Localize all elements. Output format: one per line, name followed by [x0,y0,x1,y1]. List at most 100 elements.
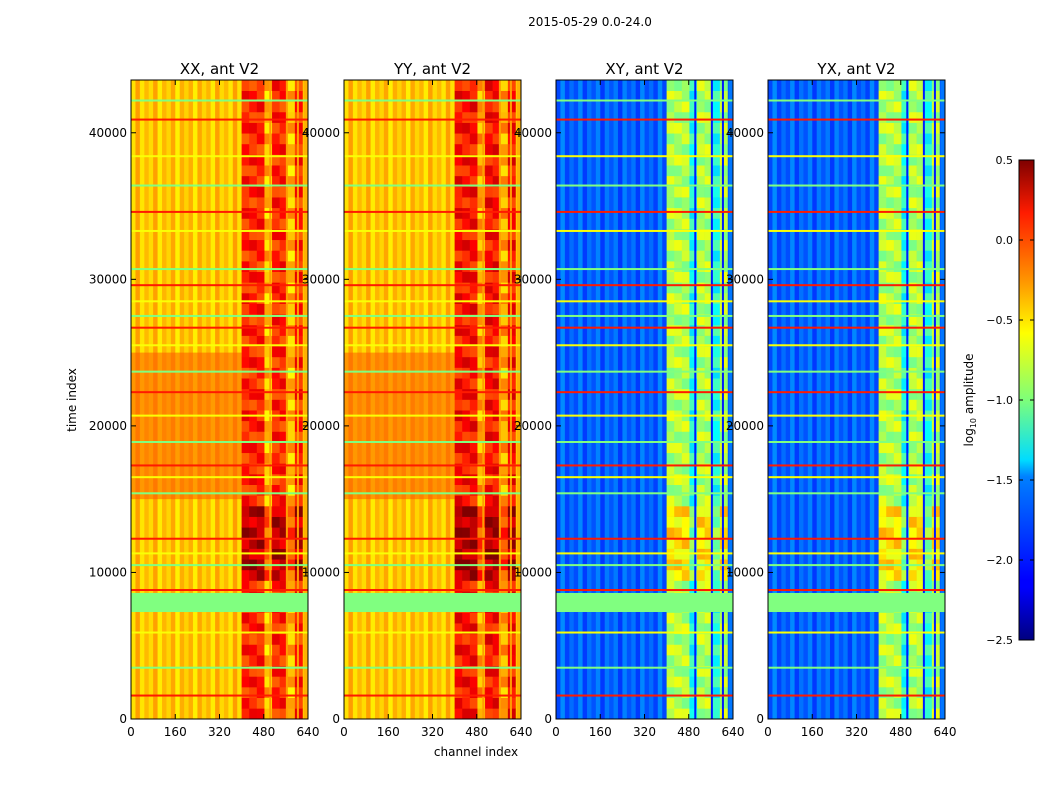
heatmap-rfi-cell [272,346,280,358]
heatmap-rfi-cell [878,708,887,720]
heatmap-rfi-cell [924,612,933,624]
heatmap-time-line [768,268,945,271]
heatmap-rfi-cell [878,484,887,496]
x-tick-label: 0 [552,725,560,739]
heatmap-rfi-cell [878,197,887,209]
y-tick-label: 0 [332,712,340,726]
heatmap-rfi-cell [666,303,675,315]
heatmap-rfi-cell [909,474,917,485]
heatmap-rfi-cell [901,239,910,251]
heatmap-rfi-cell [893,687,902,698]
heatmap-rfi-cell [666,633,675,645]
heatmap-rfi-cell [454,655,463,667]
heatmap-rfi-cell [454,324,463,336]
heatmap-rfi-cell [893,335,902,347]
heatmap-rfi-cell [893,133,902,145]
heatmap-rfi-cell [492,218,501,230]
heatmap-rfi-cell [909,165,917,177]
heatmap-rfi-cell [886,388,895,400]
heatmap-rfi-cell [901,687,910,698]
heatmap-rfi-cell [909,346,917,358]
heatmap-rfi-cell [462,612,471,624]
heatmap-rfi-cell [256,580,265,592]
heatmap-rfi-cell [469,165,478,177]
heatmap-rfi-cell [666,687,675,698]
heatmap-rfi-cell [924,431,933,443]
heatmap-rfi-cell [477,708,486,720]
heatmap-rfi-cell [712,239,721,251]
heatmap-rfi-cell [697,218,705,230]
heatmap-rfi-cell [674,708,683,720]
heatmap-rfi-cell [249,154,258,166]
heatmap-rfi-cell [462,261,471,272]
heatmap-time-line [344,184,521,187]
heatmap-rfi-cell [924,495,933,507]
heatmap-rfi-cell [689,367,698,379]
heatmap-rfi-cell [477,516,486,528]
heatmap-rfi-cell [886,612,895,624]
heatmap-time-line [768,464,945,467]
heatmap-rfi-cell [697,655,705,667]
heatmap-rfi-cell [924,282,933,294]
heatmap-channel-stripe [772,80,778,719]
heatmap-rfi-cell [689,335,698,347]
heatmap-rfi-cell [249,175,258,187]
heatmap-channel-stripe [821,80,826,719]
heatmap-rfi-cell [272,687,280,698]
heatmap-rfi-cell [492,356,501,368]
heatmap-rfi-cell [469,154,478,166]
heatmap-rfi-cell [712,218,721,230]
heatmap-rfi-cell [878,165,887,177]
heatmap-rfi-cell [287,612,296,624]
heatmap-rfi-cell [249,569,258,581]
heatmap-rfi-cell [886,399,895,411]
heatmap-rfi-cell [704,122,713,134]
heatmap-rfi-cell [893,495,902,507]
heatmap-rfi-cell [469,474,478,485]
heatmap-rfi-cell [485,399,493,411]
heatmap-time-line [768,694,945,697]
heatmap-rfi-cell [886,356,895,368]
heatmap-rfi-cell [492,143,501,155]
heatmap-rfi-cell [704,665,713,677]
heatmap-rfi-cell [279,186,288,198]
heatmap-rfi-cell [241,665,250,677]
heatmap-rfi-cell [485,644,493,656]
panel-yx: YX, ant V20 160 320 480 64001000020000300004… [726,60,957,739]
heatmap-rfi-cell [924,293,933,304]
x-tick-label: 320 [208,725,231,739]
heatmap-rfi-cell [886,474,895,485]
heatmap-time-line [131,631,308,634]
heatmap-rfi-cell [264,399,273,411]
heatmap-rfi-cell [878,431,887,443]
heatmap-rfi-cell [485,367,493,379]
heatmap-rfi-cell [469,282,478,294]
heatmap-rfi-cell [241,335,250,347]
heatmap-rfi-cell [249,122,258,134]
heatmap-rfi-cell [924,356,933,368]
heatmap-rfi-cell [485,293,493,304]
heatmap-rfi-cell [256,133,265,145]
heatmap-rfi-cell [256,644,265,656]
heatmap-time-line [556,314,733,317]
heatmap-rfi-cell [249,80,258,91]
heatmap-rfi-cell [681,229,690,241]
heatmap-rfi-cell [256,697,265,709]
heatmap-rfi-cell [241,175,250,187]
heatmap-rfi-cell [689,324,698,336]
heatmap-rfi-cell [462,303,471,315]
heatmap-rfi-cell [878,697,887,709]
heatmap-rfi-cell [697,388,705,400]
heatmap-rfi-cell [492,101,501,113]
heatmap-rfi-cell [924,665,933,677]
heatmap-rfi-cell [901,697,910,709]
heatmap-rfi-cell [909,207,917,219]
heatmap-rfi-cell [689,111,698,123]
heatmap-time-line [768,370,945,373]
heatmap-rfi-cell [893,293,902,304]
heatmap-rfi-cell [681,314,690,326]
heatmap-time-line [556,414,733,417]
heatmap-rfi-cell [477,303,486,315]
heatmap-rfi-cell [924,420,933,432]
heatmap-rfi-cell [492,367,501,379]
